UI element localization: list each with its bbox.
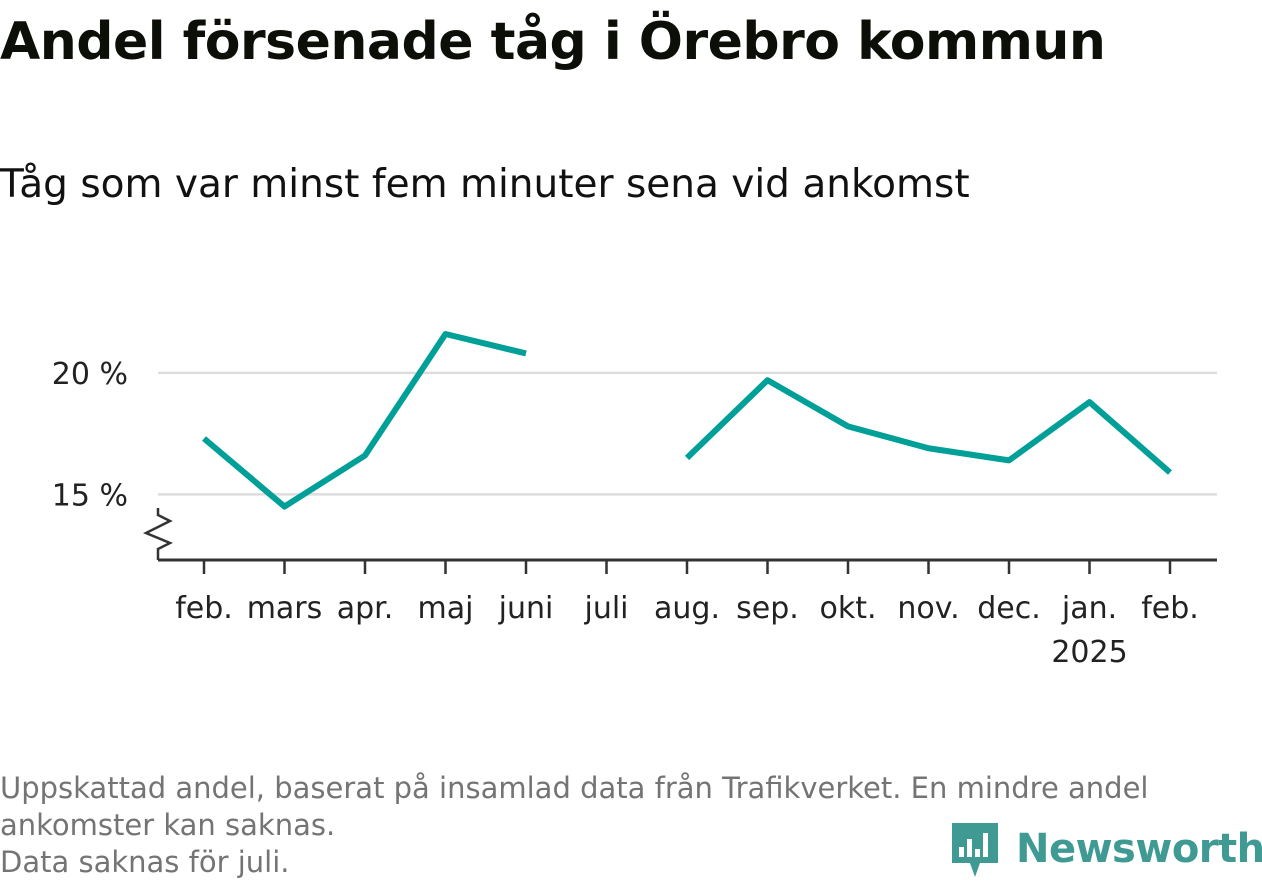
footnote-line-1: Uppskattad andel, baserat på insamlad da… xyxy=(0,770,1250,807)
x-year-label: 2025 xyxy=(1051,635,1127,670)
x-axis xyxy=(146,508,1217,574)
logo-text: Newsworthy xyxy=(1016,826,1262,872)
x-tick-label: mars xyxy=(247,591,323,626)
gridlines xyxy=(158,373,1217,494)
x-tick-label: juli xyxy=(583,591,628,626)
newsworthy-logo: Newsworthy xyxy=(950,818,1262,880)
series-line-segment xyxy=(204,334,526,507)
x-tick-label: okt. xyxy=(819,591,876,626)
y-tick-label: 15 % xyxy=(52,478,128,513)
x-tick-label: juni xyxy=(498,591,554,626)
x-tick-label: maj xyxy=(418,591,474,626)
x-tick-label: sep. xyxy=(736,591,799,626)
x-tick-label: aug. xyxy=(654,591,720,626)
x-tick-label: dec. xyxy=(977,591,1041,626)
x-tick-label: nov. xyxy=(897,591,959,626)
x-tick-label: feb. xyxy=(1141,591,1199,626)
series-line-segment xyxy=(687,380,1170,472)
y-tick-label: 20 % xyxy=(52,357,128,392)
newsworthy-bar-chart-icon xyxy=(950,819,1000,879)
x-tick-label: feb. xyxy=(175,591,233,626)
x-tick-label: apr. xyxy=(337,591,394,626)
axis-break-mark xyxy=(146,508,170,560)
x-tick-label: jan. xyxy=(1061,591,1117,626)
data-line xyxy=(204,334,1170,507)
